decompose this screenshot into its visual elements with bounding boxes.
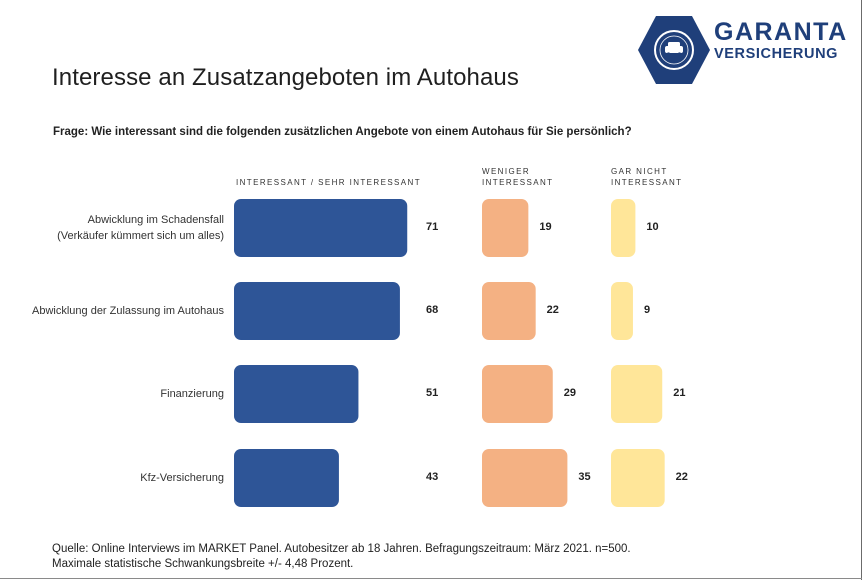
bar-weniger-interessant bbox=[482, 449, 568, 507]
bar-interessant bbox=[234, 199, 408, 257]
frame-border-right bbox=[861, 0, 862, 580]
garanta-emblem-icon bbox=[638, 16, 710, 84]
logo-wordmark-line2: VERSICHERUNG bbox=[714, 46, 839, 62]
column-header-weniger-interessant: WENIGER INTERESSANT bbox=[482, 166, 553, 188]
category-label: Kfz-Versicherung bbox=[140, 470, 224, 486]
source-line-1: Quelle: Online Interviews im MARKET Pane… bbox=[52, 543, 631, 555]
page-title: Interesse an Zusatzangeboten im Autohaus bbox=[52, 64, 519, 91]
bar-interessant bbox=[234, 282, 400, 340]
column-header-line: GAR NICHT bbox=[611, 167, 668, 176]
column-header-gar-nicht-interessant: GAR NICHT INTERESSANT bbox=[611, 166, 682, 188]
column-header-line: WENIGER bbox=[482, 167, 531, 176]
category-label-line: Finanzierung bbox=[160, 388, 224, 400]
bar-interessant bbox=[234, 365, 359, 423]
value-label-weniger-interessant: 22 bbox=[546, 304, 559, 316]
column-header-line: INTERESSANT bbox=[611, 178, 683, 187]
bar-gar-nicht-interessant bbox=[611, 199, 636, 257]
value-label-gar-nicht-interessant: 22 bbox=[675, 471, 688, 483]
frame-border-bottom bbox=[0, 578, 862, 579]
value-label-gar-nicht-interessant: 10 bbox=[646, 221, 659, 233]
value-label-interessant: 68 bbox=[426, 304, 439, 316]
value-label-gar-nicht-interessant: 9 bbox=[643, 304, 651, 316]
garanta-logo: GARANTA VERSICHERUNG bbox=[636, 14, 846, 86]
bar-gar-nicht-interessant bbox=[611, 365, 663, 423]
category-label: Abwicklung der Zulassung im Autohaus bbox=[32, 303, 224, 319]
value-label-weniger-interessant: 29 bbox=[563, 387, 576, 399]
category-label: Abwicklung im Schadensfall (Verkäufer küm… bbox=[57, 212, 224, 244]
value-label-interessant: 51 bbox=[426, 387, 439, 399]
value-label-weniger-interessant: 35 bbox=[578, 471, 591, 483]
logo-wordmark-line1: GARANTA bbox=[714, 18, 848, 46]
bar-interessant bbox=[234, 449, 339, 507]
category-label-line: Abwicklung der Zulassung im Autohaus bbox=[32, 305, 224, 317]
source-line-2: Maximale statistische Schwankungsbreite … bbox=[52, 558, 354, 570]
bar-weniger-interessant bbox=[482, 199, 529, 257]
column-header-line: INTERESSANT / SEHR INTERESSANT bbox=[236, 178, 421, 187]
category-label-line: (Verkäufer kümmert sich um alles) bbox=[57, 230, 224, 242]
value-label-interessant: 71 bbox=[426, 221, 439, 233]
source-note: Quelle: Online Interviews im MARKET Pane… bbox=[52, 542, 631, 572]
category-label-line: Abwicklung im Schadensfall bbox=[87, 214, 224, 226]
column-header-interessant: INTERESSANT / SEHR INTERESSANT bbox=[236, 177, 421, 188]
bar-gar-nicht-interessant bbox=[611, 282, 633, 340]
bar-weniger-interessant bbox=[482, 365, 553, 423]
bar-gar-nicht-interessant bbox=[611, 449, 665, 507]
value-label-gar-nicht-interessant: 21 bbox=[673, 387, 686, 399]
survey-question: Frage: Wie interessant sind die folgende… bbox=[53, 126, 632, 138]
column-header-line: INTERESSANT bbox=[482, 178, 554, 187]
category-label: Finanzierung bbox=[160, 386, 224, 402]
value-label-interessant: 43 bbox=[426, 471, 439, 483]
value-label-weniger-interessant: 19 bbox=[539, 221, 552, 233]
bar-weniger-interessant bbox=[482, 282, 536, 340]
category-label-line: Kfz-Versicherung bbox=[140, 472, 224, 484]
